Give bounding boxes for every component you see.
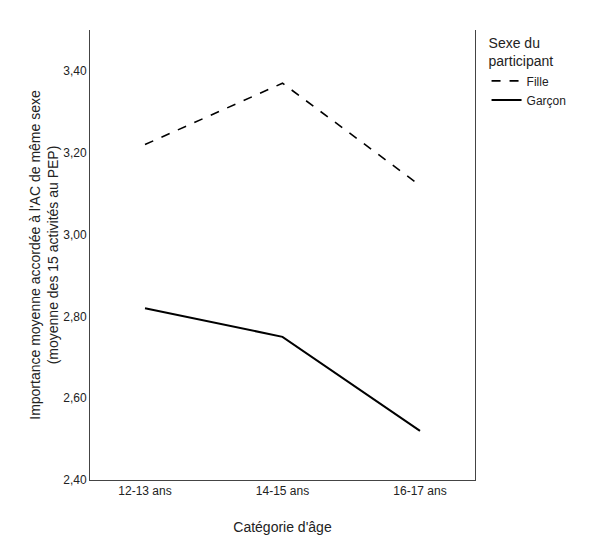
svg-text:Catégorie d'âge: Catégorie d'âge bbox=[233, 519, 332, 535]
svg-text:16-17 ans: 16-17 ans bbox=[393, 484, 446, 498]
svg-text:14-15 ans: 14-15 ans bbox=[256, 484, 309, 498]
svg-text:2,40: 2,40 bbox=[63, 473, 87, 487]
svg-text:Garçon: Garçon bbox=[527, 94, 566, 108]
svg-text:2,60: 2,60 bbox=[63, 391, 87, 405]
svg-text:2,80: 2,80 bbox=[63, 310, 87, 324]
svg-text:Importance moyenne accordée à: Importance moyenne accordée à l'AC de mê… bbox=[27, 90, 61, 420]
svg-text:3,40: 3,40 bbox=[63, 64, 87, 78]
svg-text:3,00: 3,00 bbox=[63, 228, 87, 242]
svg-text:Sexe duparticipant: Sexe duparticipant bbox=[489, 35, 554, 69]
svg-text:Fille: Fille bbox=[527, 75, 549, 89]
svg-text:3,20: 3,20 bbox=[63, 146, 87, 160]
svg-text:12-13 ans: 12-13 ans bbox=[118, 484, 171, 498]
